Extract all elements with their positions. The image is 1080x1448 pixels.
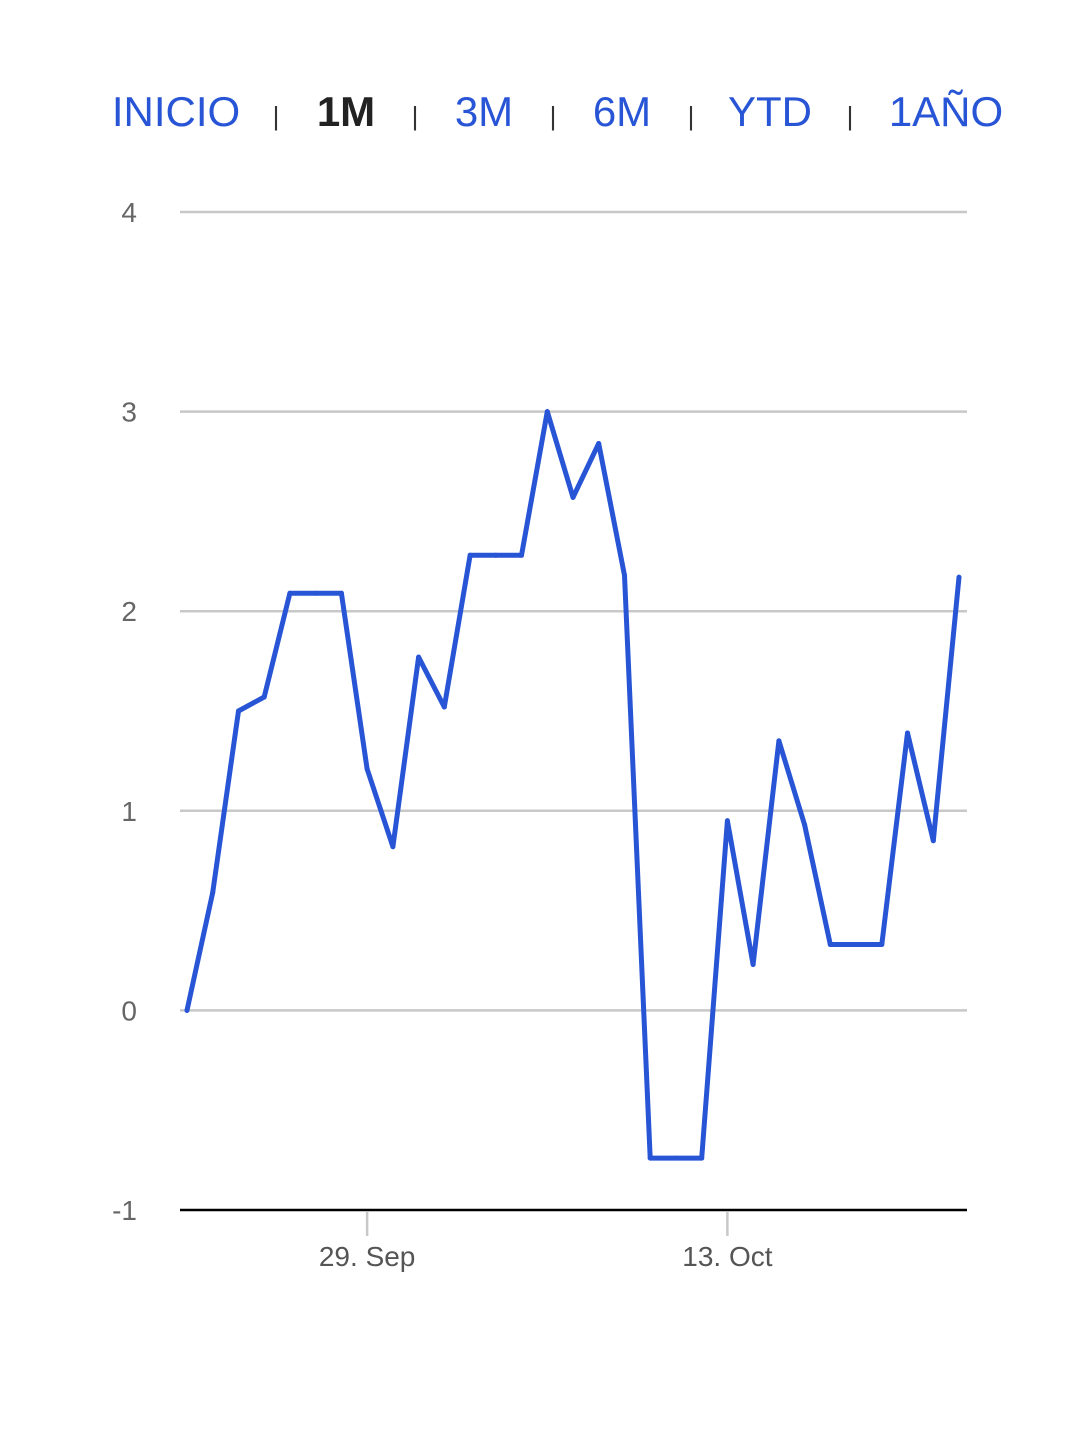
range-separator: |	[549, 101, 557, 131]
series-line	[184, 409, 962, 1161]
data-point	[905, 730, 910, 736]
data-point	[699, 1155, 705, 1161]
data-point	[467, 552, 473, 558]
data-point	[622, 572, 627, 578]
data-point	[364, 766, 370, 772]
data-point	[416, 654, 422, 660]
data-point	[776, 738, 782, 744]
range-separator: |	[272, 101, 280, 131]
data-point	[570, 494, 576, 500]
y-tick-label: 3	[121, 397, 137, 428]
x-axis: 29. Sep 13. Oct	[180, 1208, 967, 1272]
y-tick-label: 4	[121, 197, 137, 228]
range-button-ytd[interactable]: YTD	[728, 88, 812, 135]
y-axis-tick-labels: 4 3 2 1 0 -1	[112, 197, 137, 1226]
gridlines	[180, 210, 967, 1012]
x-tick-label: 29. Sep	[319, 1241, 416, 1272]
y-tick-label: -1	[112, 1195, 137, 1226]
y-tick-label: 2	[121, 596, 137, 627]
series-layer	[184, 409, 962, 1161]
data-point	[519, 552, 524, 558]
data-point	[802, 822, 808, 828]
data-point	[261, 694, 267, 700]
range-separator: |	[411, 101, 419, 131]
data-point	[338, 590, 344, 596]
data-point	[184, 1007, 190, 1013]
data-point	[750, 962, 756, 967]
data-point	[647, 1155, 653, 1161]
data-point	[673, 1155, 679, 1161]
data-point	[724, 818, 730, 824]
data-point	[313, 590, 319, 596]
range-button-1m[interactable]: 1M	[316, 88, 376, 135]
data-point	[544, 409, 550, 415]
data-point	[441, 704, 447, 710]
range-selector: INICIO | 1M | 3M | 6M | YTD | 1AÑO	[0, 82, 1080, 142]
data-point	[827, 942, 833, 947]
data-point	[493, 552, 499, 558]
data-point	[210, 890, 216, 896]
range-separator: |	[687, 101, 695, 131]
range-button-inicio[interactable]: INICIO	[111, 88, 241, 135]
data-point	[596, 441, 602, 446]
range-button-6m[interactable]: 6M	[592, 88, 652, 135]
data-point	[930, 838, 936, 844]
data-point	[956, 574, 962, 580]
y-tick-label: 1	[121, 796, 137, 827]
data-point	[390, 844, 396, 850]
range-separator: |	[846, 101, 854, 131]
range-button-1ano[interactable]: 1AÑO	[888, 88, 1004, 135]
x-tick-label: 13. Oct	[682, 1241, 772, 1272]
range-button-3m[interactable]: 3M	[454, 88, 514, 135]
data-point	[236, 708, 241, 714]
data-point	[879, 942, 885, 947]
data-point	[287, 590, 293, 596]
y-tick-label: 0	[121, 995, 137, 1026]
data-point	[853, 942, 859, 947]
